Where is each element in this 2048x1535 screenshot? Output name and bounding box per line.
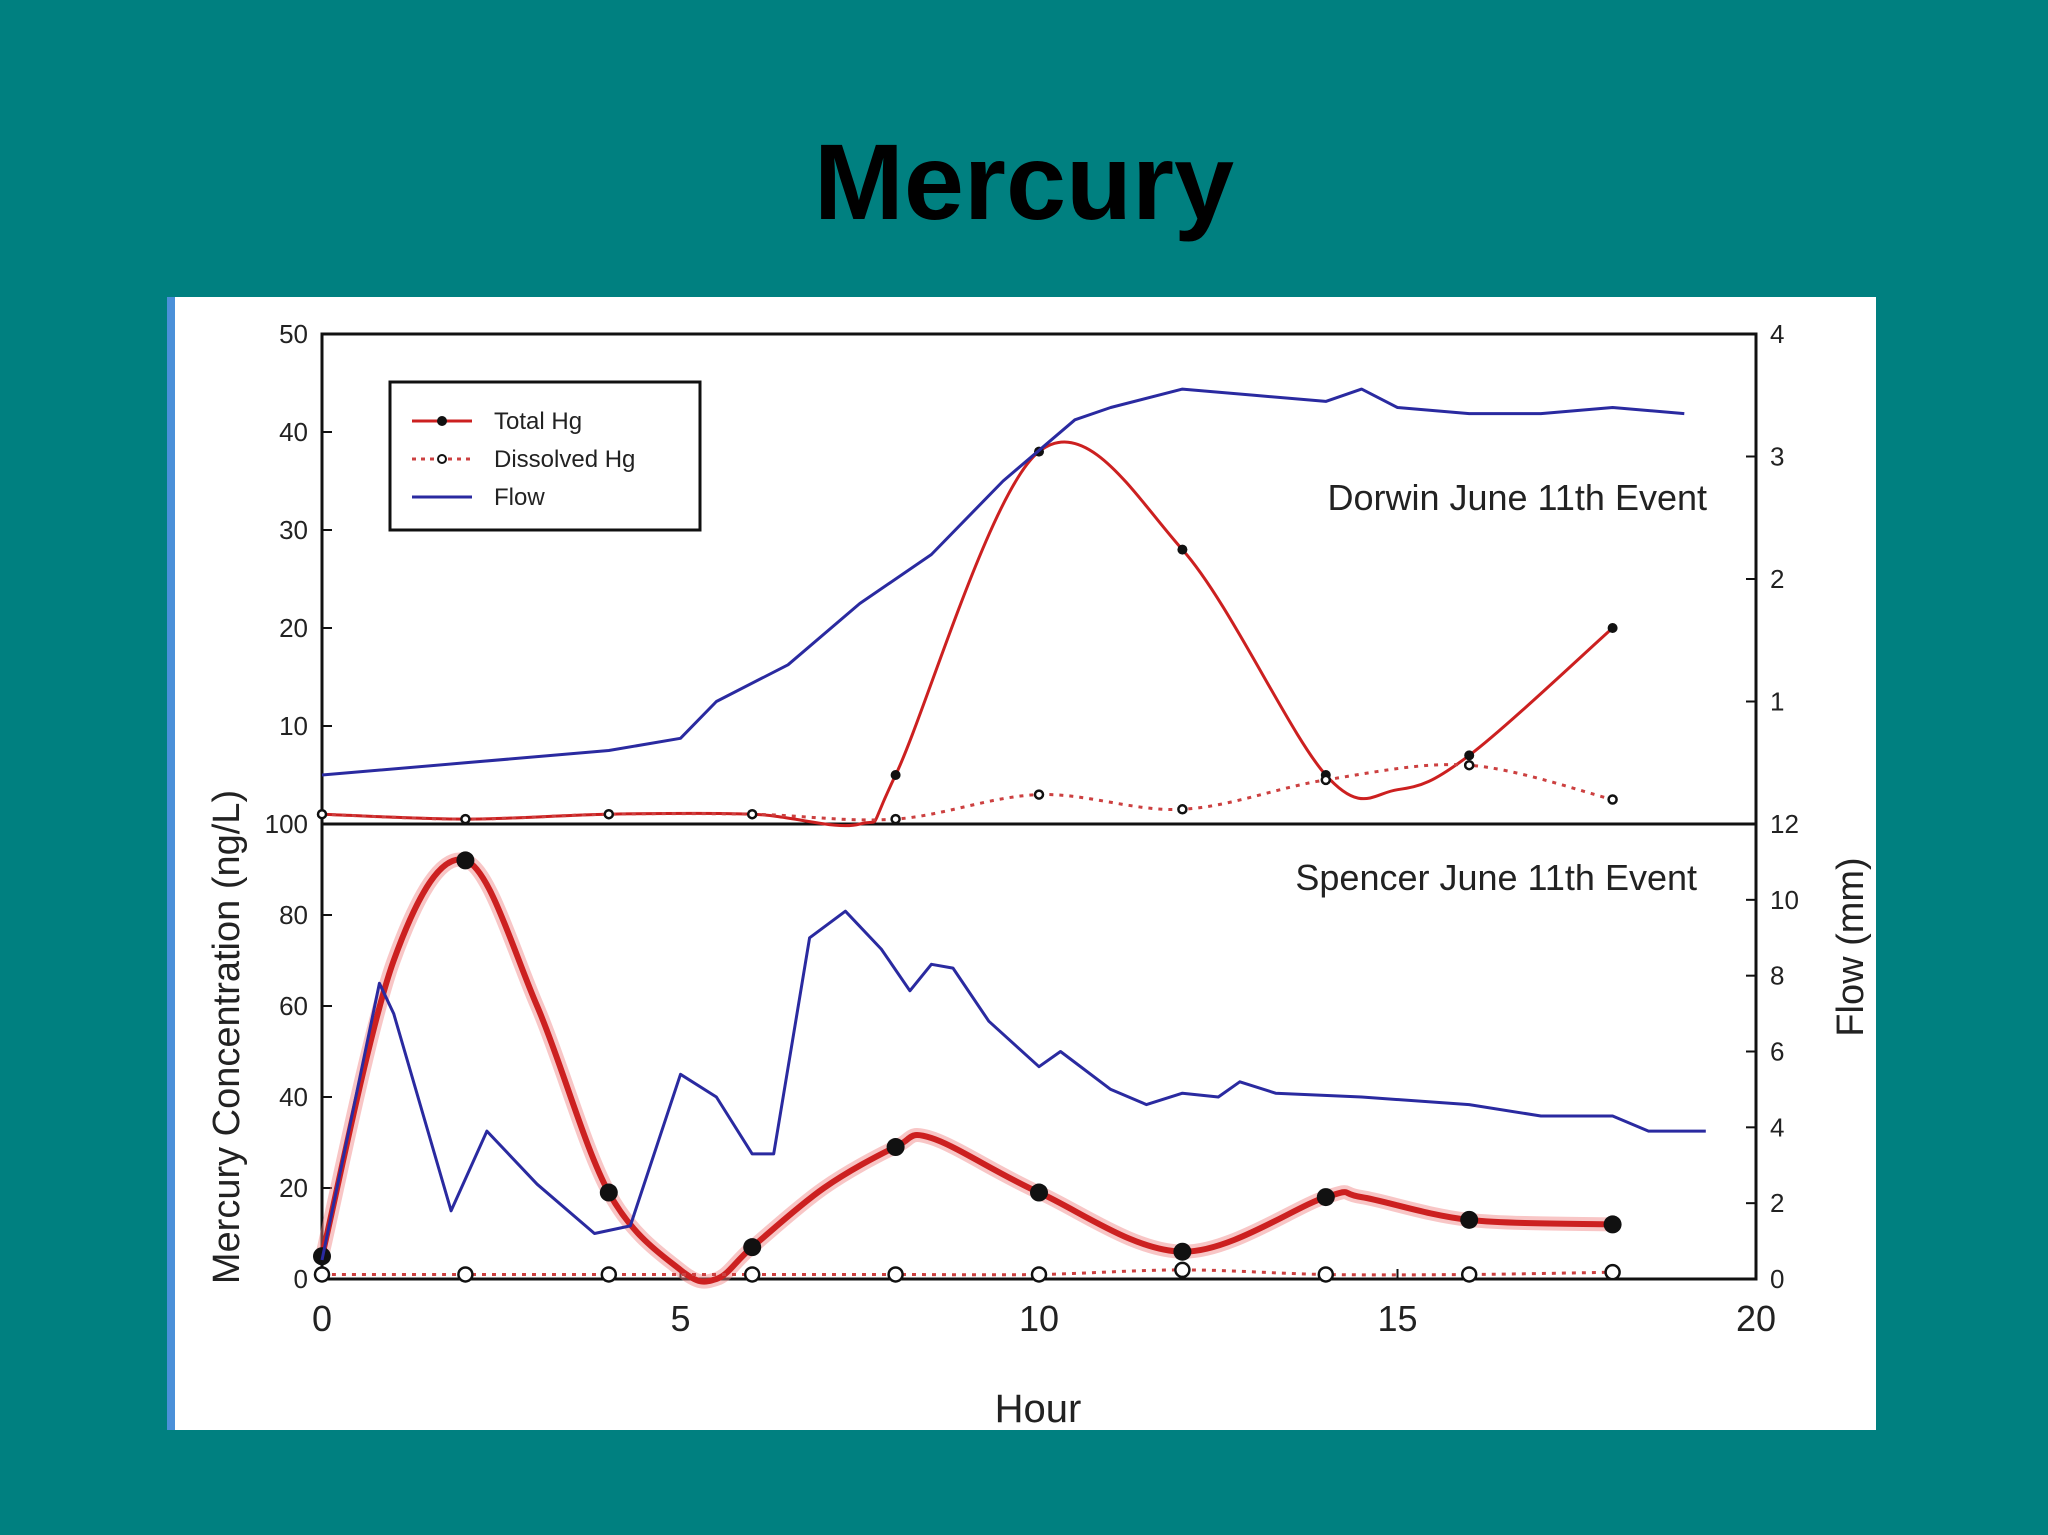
dorwin-dissolved-hg-point [316,808,328,820]
legend-label-total-hg: Total Hg [494,408,582,435]
spencer-total-hg-point [1173,1242,1192,1261]
dorwin-y2tick-label: 3 [1770,442,1784,472]
legend-marker-dissolved-hg [437,454,447,464]
spencer-total-hg-point [1603,1215,1622,1234]
spencer-y2tick-label: 12 [1770,809,1799,839]
spencer-y2tick-label: 10 [1770,885,1799,915]
dorwin-dissolved-hg-line [321,763,1613,822]
dorwin-total-hg-point [1464,750,1475,761]
dorwin-dissolved-hg-point [890,813,901,825]
spencer-total-hg-point [743,1238,762,1257]
dorwin-dissolved-hg-point [603,808,615,820]
legend-marker-total-hg [437,416,447,426]
dorwin-dissolved-hg-point [1607,794,1618,805]
y-axis-label: Mercury Concentration (ng/L) [206,790,248,1284]
dorwin-ytick-label: 50 [279,319,308,349]
spencer-total-hg-point [599,1183,618,1202]
spencer-ytick-label: 20 [279,1173,308,1203]
spencer-total-hg-point [1030,1183,1048,1202]
legend-box [388,380,702,532]
spencer-ytick-label: 60 [279,991,308,1021]
y2-axis-label: Flow (mm) [1830,857,1872,1036]
dorwin-dissolved-hg-point [1177,804,1188,815]
spencer-y2tick-label: 0 [1770,1264,1784,1294]
spencer-total-hg-point [1460,1210,1479,1229]
legend-label-dissolved-hg: Dissolved Hg [494,446,635,473]
x-tick-label: 5 [670,1298,690,1339]
dorwin-dissolved-hg-point [460,813,471,825]
legend-label-flow: Flow [494,484,545,511]
spencer-total-hg-line [319,856,1613,1285]
dorwin-total-hg-point [1177,544,1188,555]
spencer-flow-line [320,909,1706,1261]
dorwin-ytick-label: 30 [279,515,308,545]
spencer-ytick-label: 40 [279,1082,308,1112]
spencer-dissolved-hg-point [600,1266,618,1283]
spencer-ytick-label: 80 [279,900,308,930]
spencer-y2tick-label: 8 [1770,961,1784,991]
spencer-dissolved-hg-line [322,1268,1613,1277]
spencer-dissolved-hg-point [457,1266,474,1283]
spencer-dissolved-hg-point [313,1266,331,1283]
spencer-panel: 0 20 40 60 80 100 0 2 4 6 8 10 12 0 5 10 15 20 [265,809,1799,1339]
dorwin-y2tick-label: 1 [1770,687,1784,717]
dorwin-y2tick-label: 4 [1770,319,1784,349]
spencer-total-hg-glow [315,852,1613,1289]
legend: Total Hg Dissolved Hg Flow [388,380,702,532]
spencer-dissolved-hg-point [1604,1263,1621,1281]
dorwin-dissolved-hg-point [746,808,758,820]
spencer-y2tick-label: 4 [1770,1112,1784,1142]
spencer-dissolved-hg-point [1460,1266,1478,1283]
spencer-total-hg-point [1316,1188,1335,1207]
spencer-dissolved-hg-point [1317,1266,1335,1283]
dorwin-total-hg-point [1607,623,1618,633]
dorwin-dissolved-hg-point [1320,774,1332,786]
chart-panel: 10 20 30 40 50 1 2 3 4 0 20 40 60 80 100 0 2 4 6 8 10 12 0 5 10… [167,297,1876,1430]
dorwin-panel: 10 20 30 40 50 1 2 3 4 [279,319,1784,828]
dorwin-ytick-label: 10 [279,711,308,741]
spencer-ytick-label: 100 [265,809,308,839]
spencer-total-hg-point [886,1138,905,1157]
dorwin-dissolved-hg-point [1033,789,1045,800]
dorwin-flow-line [321,387,1685,777]
dorwin-annotation: Dorwin June 11th Event [1327,477,1707,518]
spencer-y2tick-label: 6 [1770,1037,1784,1067]
spencer-ytick-label: 0 [294,1264,308,1294]
panel-accent-strip [167,297,175,1430]
dorwin-ytick-label: 40 [279,417,308,447]
dorwin-ytick-label: 20 [279,613,308,643]
spencer-dissolved-hg-point [1030,1266,1048,1283]
spencer-dissolved-hg-point [887,1266,904,1283]
spencer-total-hg-point [456,851,475,870]
dorwin-total-hg-point [890,770,901,780]
spencer-dissolved-hg-point [743,1266,761,1283]
spencer-annotation: Spencer June 11th Event [1295,857,1697,898]
x-tick-label: 20 [1736,1298,1776,1339]
dorwin-dissolved-hg-point [1463,759,1475,771]
spencer-dissolved-hg-point [1174,1261,1191,1279]
dorwin-y2tick-label: 2 [1770,564,1784,594]
x-tick-label: 10 [1019,1298,1059,1339]
slide-title: Mercury [813,121,1235,242]
x-tick-label: 15 [1377,1298,1417,1339]
x-axis-label: Hour [995,1387,1082,1430]
spencer-y2tick-label: 2 [1770,1188,1784,1218]
x-tick-label: 0 [312,1298,332,1339]
